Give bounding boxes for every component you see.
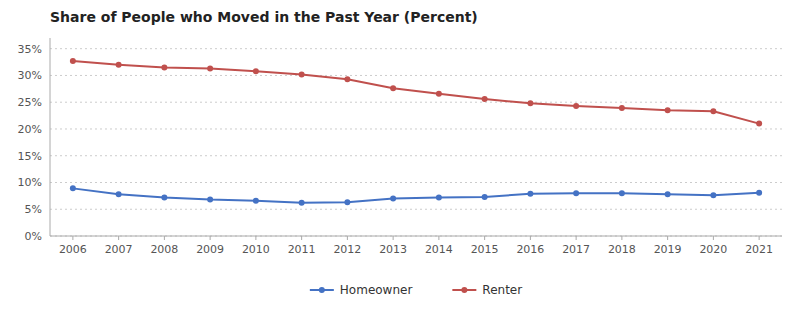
title: Share of People who Moved in the Past Ye… (50, 9, 478, 25)
point (70, 185, 76, 191)
x-tick-label: 2012 (333, 243, 361, 256)
x-tick-label: 2014 (425, 243, 453, 256)
x-tick-label: 2011 (288, 243, 316, 256)
line (73, 188, 759, 202)
x-tick-label: 2007 (105, 243, 133, 256)
point (116, 62, 122, 68)
point (665, 107, 671, 113)
series (70, 58, 762, 127)
grid-line (50, 182, 782, 183)
y-axis-line (50, 38, 51, 236)
x-tick-label: 2017 (562, 243, 590, 256)
x-axis-line (50, 236, 782, 237)
point (344, 199, 350, 205)
point (710, 192, 716, 198)
point (161, 64, 167, 70)
point (299, 71, 305, 77)
point (573, 190, 579, 196)
x-tick-label: 2010 (242, 243, 270, 256)
point (299, 200, 305, 206)
x-tick (72, 236, 73, 240)
x-tick (621, 236, 622, 240)
y-tick-label: 20% (18, 123, 42, 136)
chart: Share of People who Moved in the Past Ye… (0, 0, 800, 318)
point (390, 85, 396, 91)
series-group (70, 58, 762, 206)
legend-marker (319, 287, 325, 293)
point (710, 108, 716, 114)
point (756, 121, 762, 127)
x-tick (164, 236, 165, 240)
x-tick (301, 236, 302, 240)
y-tick-label: 10% (18, 176, 42, 189)
x-tick-label: 2021 (745, 243, 773, 256)
y-tick-label: 30% (18, 69, 42, 82)
point (207, 66, 213, 72)
point (116, 191, 122, 197)
x-tick-label: 2018 (608, 243, 636, 256)
point (70, 58, 76, 64)
x-tick (347, 236, 348, 240)
point (482, 96, 488, 102)
x-tick (118, 236, 119, 240)
legend-label: Homeowner (340, 283, 413, 297)
legend-item: Homeowner (310, 283, 413, 297)
x-tick-label: 2008 (150, 243, 178, 256)
legend-marker (461, 287, 467, 293)
grid-line (50, 128, 782, 129)
grid-line (50, 48, 782, 49)
point (436, 91, 442, 97)
point (482, 194, 488, 200)
x-tick (713, 236, 714, 240)
point (527, 100, 533, 106)
x-tick (576, 236, 577, 240)
x-tick-label: 2019 (654, 243, 682, 256)
point (207, 197, 213, 203)
x-tick-label: 2020 (699, 243, 727, 256)
x-tick (530, 236, 531, 240)
x-tick-label: 2006 (59, 243, 87, 256)
point (619, 190, 625, 196)
x-tick (255, 236, 256, 240)
x-tick (667, 236, 668, 240)
x-tick-label: 2009 (196, 243, 224, 256)
y-tick-label: 35% (18, 43, 42, 56)
point (573, 103, 579, 109)
point (619, 105, 625, 111)
legend-label: Renter (482, 283, 522, 297)
x-tick-label: 2016 (516, 243, 544, 256)
point (253, 198, 259, 204)
grid-line (50, 155, 782, 156)
y-tick-label: 0% (25, 230, 42, 243)
grid-line (50, 236, 782, 237)
legend: Homeowner Renter (310, 283, 522, 297)
y-tick-label: 15% (18, 150, 42, 163)
point (161, 194, 167, 200)
point (344, 76, 350, 82)
x-tick-label: 2015 (471, 243, 499, 256)
x-tick-label: 2013 (379, 243, 407, 256)
x-tick (484, 236, 485, 240)
point (390, 196, 396, 202)
y-tick-label: 25% (18, 96, 42, 109)
x-tick (393, 236, 394, 240)
point (665, 191, 671, 197)
legend-item: Renter (452, 283, 522, 297)
point (527, 191, 533, 197)
point (756, 190, 762, 196)
y-tick-label: 5% (25, 203, 42, 216)
y-axis: 0% 5% 10% 15% 20% 25% 30% 35% (18, 38, 782, 243)
grid-line (50, 102, 782, 103)
x-tick (759, 236, 760, 240)
x-tick (438, 236, 439, 240)
point (436, 194, 442, 200)
x-axis: 2006 2007 2008 2009 2010 2011 2012 2013 2014 2015… (50, 236, 782, 256)
grid-line (50, 209, 782, 210)
line (73, 61, 759, 124)
point (253, 68, 259, 74)
x-tick (210, 236, 211, 240)
series (70, 185, 762, 205)
grid-line (50, 75, 782, 76)
